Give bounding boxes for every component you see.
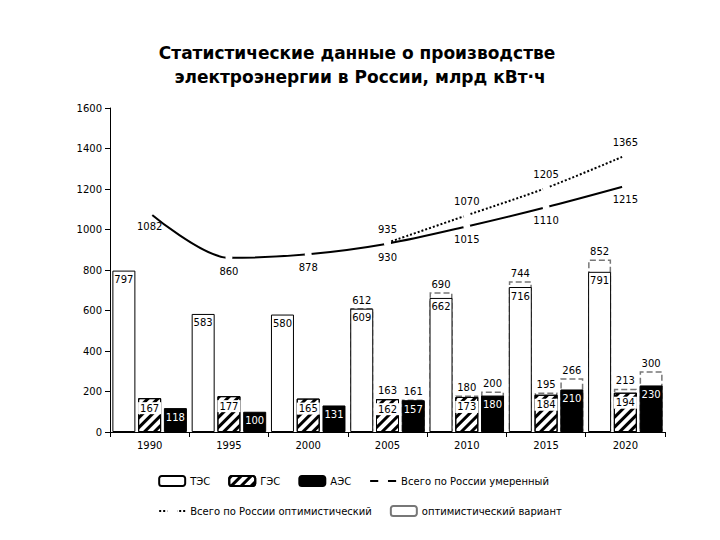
svg-text:2010: 2010 <box>454 440 479 451</box>
svg-text:800: 800 <box>83 265 102 276</box>
svg-text:2020: 2020 <box>613 440 638 451</box>
svg-text:194: 194 <box>616 397 635 408</box>
svg-text:1200: 1200 <box>77 184 102 195</box>
svg-text:АЭС: АЭС <box>330 476 351 487</box>
svg-text:1365: 1365 <box>613 137 638 148</box>
svg-text:131: 131 <box>324 409 343 420</box>
svg-text:791: 791 <box>590 275 609 286</box>
svg-text:2005: 2005 <box>375 440 400 451</box>
svg-text:180: 180 <box>457 382 476 393</box>
svg-text:1215: 1215 <box>613 194 638 205</box>
svg-text:0: 0 <box>96 427 102 438</box>
svg-text:609: 609 <box>352 312 371 323</box>
svg-text:1070: 1070 <box>454 196 479 207</box>
svg-text:1110: 1110 <box>533 215 558 226</box>
svg-text:118: 118 <box>166 412 185 423</box>
svg-text:165: 165 <box>299 403 318 414</box>
svg-text:Всего по России умеренный: Всего по России умеренный <box>401 476 549 487</box>
svg-text:716: 716 <box>511 291 530 302</box>
svg-text:1990: 1990 <box>137 440 162 451</box>
svg-text:662: 662 <box>431 301 450 312</box>
svg-text:400: 400 <box>83 346 102 357</box>
svg-text:1400: 1400 <box>77 143 102 154</box>
svg-text:Статистические данные о произв: Статистические данные о производстве <box>159 43 561 63</box>
svg-text:167: 167 <box>140 403 159 414</box>
svg-text:213: 213 <box>616 375 635 386</box>
svg-text:797: 797 <box>114 274 133 285</box>
svg-text:ТЭС: ТЭС <box>189 476 210 487</box>
svg-text:580: 580 <box>273 318 292 329</box>
svg-text:1082: 1082 <box>137 221 162 232</box>
svg-text:200: 200 <box>483 378 502 389</box>
svg-text:860: 860 <box>219 266 238 277</box>
svg-text:Всего по России оптимистически: Всего по России оптимистический <box>190 506 372 517</box>
svg-text:1015: 1015 <box>454 234 479 245</box>
svg-text:690: 690 <box>431 279 450 290</box>
svg-text:1600: 1600 <box>77 103 102 114</box>
svg-text:оптимистический вариант: оптимистический вариант <box>422 506 562 517</box>
svg-text:ГЭС: ГЭС <box>260 476 280 487</box>
svg-text:162: 162 <box>378 404 397 415</box>
svg-text:583: 583 <box>194 317 213 328</box>
svg-text:177: 177 <box>219 401 238 412</box>
svg-text:930: 930 <box>378 252 397 263</box>
svg-text:230: 230 <box>642 389 661 400</box>
svg-text:195: 195 <box>537 379 556 390</box>
svg-text:2015: 2015 <box>533 440 558 451</box>
svg-text:210: 210 <box>562 393 581 404</box>
svg-text:600: 600 <box>83 305 102 316</box>
svg-text:266: 266 <box>562 365 581 376</box>
svg-text:1205: 1205 <box>533 169 558 180</box>
svg-text:100: 100 <box>245 415 264 426</box>
svg-text:173: 173 <box>457 401 476 412</box>
svg-text:электроэнергии в России, млрд: электроэнергии в России, млрд кВт·ч <box>174 67 545 87</box>
svg-text:157: 157 <box>404 404 423 415</box>
svg-text:2000: 2000 <box>295 440 320 451</box>
svg-text:180: 180 <box>483 399 502 410</box>
svg-text:200: 200 <box>83 386 102 397</box>
svg-text:878: 878 <box>299 262 318 273</box>
svg-text:852: 852 <box>590 246 609 257</box>
svg-text:163: 163 <box>378 385 397 396</box>
svg-text:184: 184 <box>537 399 556 410</box>
svg-text:1000: 1000 <box>77 224 102 235</box>
svg-text:1995: 1995 <box>216 440 241 451</box>
svg-text:161: 161 <box>404 386 423 397</box>
svg-text:300: 300 <box>642 358 661 369</box>
svg-text:744: 744 <box>511 268 530 279</box>
svg-text:935: 935 <box>378 224 397 235</box>
svg-text:612: 612 <box>352 295 371 306</box>
